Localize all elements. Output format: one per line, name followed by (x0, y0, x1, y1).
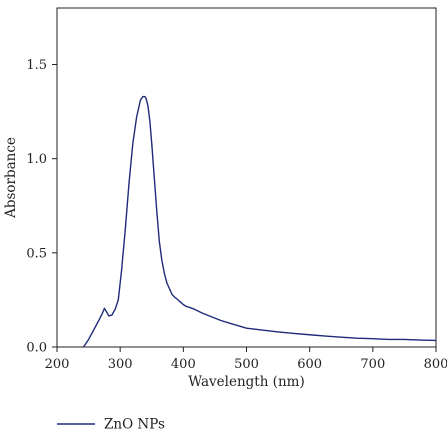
x-tick-label: 500 (234, 357, 259, 372)
x-axis-ticks: 200 300 400 500 600 700 800 (45, 347, 447, 372)
series-line-zno-nps (82, 95, 437, 348)
y-tick-label: 0.0 (26, 341, 47, 356)
legend-label-zno-nps: ZnO NPs (104, 417, 165, 432)
x-tick-label: 700 (360, 357, 385, 372)
y-tick-label: 0.5 (26, 246, 47, 261)
plot-frame (56, 7, 437, 348)
plot-area (56, 7, 437, 348)
x-tick-label: 300 (108, 357, 133, 372)
x-tick-label: 200 (45, 357, 70, 372)
y-axis-ticks: 0.0 0.5 1.0 1.5 (26, 58, 57, 356)
x-axis-label: Wavelength (nm) (188, 374, 304, 390)
x-tick-label: 600 (297, 357, 322, 372)
x-tick-label: 400 (171, 357, 196, 372)
x-tick-label: 800 (424, 357, 447, 372)
legend: ZnO NPs (57, 417, 165, 433)
y-tick-label: 1.5 (26, 58, 47, 73)
y-axis-label: Absorbance (3, 137, 19, 219)
y-tick-label: 1.0 (26, 152, 47, 167)
